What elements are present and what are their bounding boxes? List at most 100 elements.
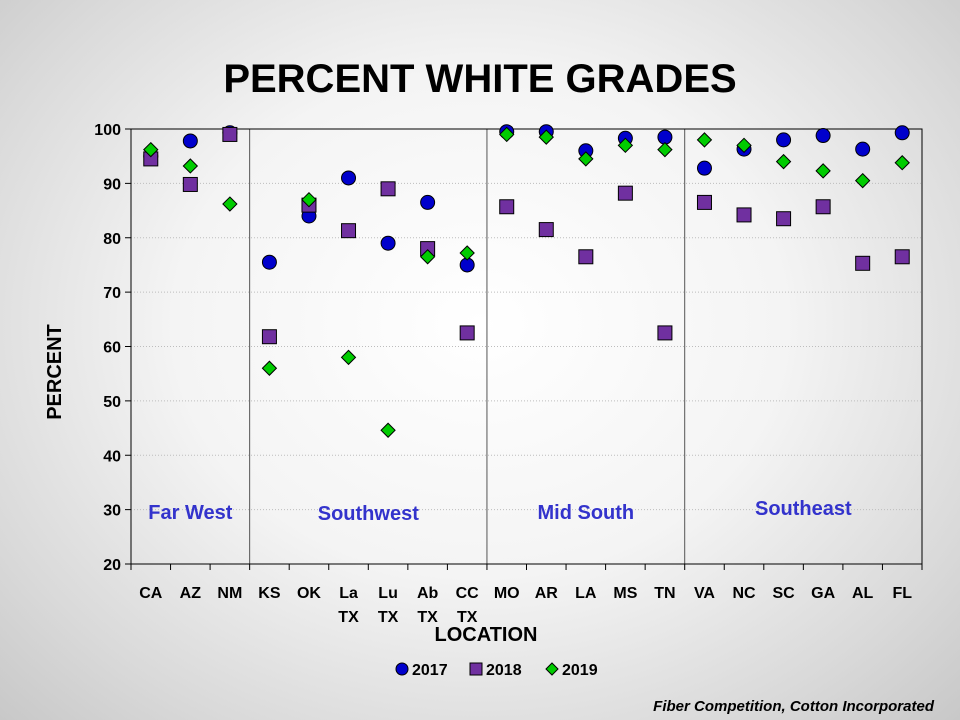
x-tick-label: NM xyxy=(217,585,242,602)
point-2018 xyxy=(894,249,910,265)
point-2019 xyxy=(736,137,752,154)
y-axis: 20 30 40 50 60 70 80 90 100 xyxy=(94,122,131,574)
legend-label: 2019 xyxy=(562,662,598,679)
y-tick-label: 70 xyxy=(103,285,121,302)
x-tick-label: AZ xyxy=(180,585,202,602)
y-tick-label: 100 xyxy=(94,122,121,139)
point-2018 xyxy=(855,255,871,271)
source-credit: Fiber Competition, Cotton Incorporated xyxy=(653,698,935,715)
y-tick-label: 80 xyxy=(103,231,121,248)
x-tick-label: KS xyxy=(258,585,281,602)
point-2019 xyxy=(538,129,554,145)
point-2019 xyxy=(894,155,910,171)
point-2019 xyxy=(775,153,792,170)
x-tick-label: CC xyxy=(456,585,480,602)
y-tick-label: 20 xyxy=(103,557,121,574)
point-2018 xyxy=(617,185,633,201)
legend: 2017 2018 2019 xyxy=(395,662,598,679)
point-2019 xyxy=(696,132,713,148)
region-labels: Far West Southwest Mid South Southeast xyxy=(148,498,852,525)
x-tick-label: AR xyxy=(535,585,559,602)
point-2018 xyxy=(261,329,277,345)
x-axis: CA AZ NM KS OK La TX Lu TX Ab TX CC TX MO AR LA MS TN VA NC… xyxy=(130,564,923,626)
legend-label: 2018 xyxy=(486,662,522,679)
x-tick-label: TX xyxy=(417,609,438,626)
x-tick-label: TN xyxy=(654,585,675,602)
point-2017 xyxy=(696,160,712,176)
point-2019 xyxy=(222,196,238,212)
point-2019 xyxy=(617,137,634,154)
legend-item-2017: 2017 xyxy=(395,662,448,679)
point-2017 xyxy=(341,170,357,186)
point-2017 xyxy=(894,125,910,141)
point-2017 xyxy=(182,133,198,149)
legend-marker-2018 xyxy=(469,662,483,676)
point-2018 xyxy=(222,126,238,142)
point-2017 xyxy=(420,194,436,210)
x-tick-label: VA xyxy=(694,585,715,602)
x-tick-label: TX xyxy=(338,609,359,626)
point-2018 xyxy=(815,199,831,215)
point-2018 xyxy=(380,181,396,197)
point-2017 xyxy=(380,235,396,251)
x-tick-label: Ab xyxy=(417,585,439,602)
region-label: Mid South xyxy=(538,502,635,524)
point-2019 xyxy=(578,151,594,167)
region-dividers xyxy=(249,129,686,564)
legend-marker-2017 xyxy=(395,662,409,676)
series-2019 xyxy=(143,126,910,438)
point-2019 xyxy=(182,158,199,174)
y-tick-label: 30 xyxy=(103,503,121,520)
point-2017 xyxy=(261,254,277,270)
x-tick-label: FL xyxy=(892,585,912,602)
series-2018 xyxy=(143,126,910,345)
legend-marker-2019 xyxy=(545,662,559,676)
data-points xyxy=(143,124,910,438)
y-tick-label: 50 xyxy=(103,394,121,411)
point-2019 xyxy=(657,141,673,158)
point-2017 xyxy=(776,132,792,148)
point-2019 xyxy=(459,245,475,261)
x-tick-label: MO xyxy=(494,585,520,602)
region-label: Southeast xyxy=(755,498,852,520)
region-label: Far West xyxy=(148,502,232,524)
x-tick-label: GA xyxy=(811,585,835,602)
x-tick-label: MS xyxy=(613,585,637,602)
x-axis-label: LOCATION xyxy=(435,624,538,646)
point-2019 xyxy=(499,126,515,143)
x-tick-label: CA xyxy=(139,585,163,602)
point-2019 xyxy=(854,172,871,189)
x-tick-label: LA xyxy=(575,585,597,602)
x-tick-label: NC xyxy=(732,585,756,602)
y-tick-label: 40 xyxy=(103,448,121,465)
point-2018 xyxy=(657,325,673,341)
point-2018 xyxy=(341,223,357,239)
point-2018 xyxy=(538,222,554,238)
legend-label: 2017 xyxy=(412,662,448,679)
point-2019 xyxy=(261,360,278,376)
x-tick-label: SC xyxy=(772,585,795,602)
x-tick-label: La xyxy=(339,585,358,602)
legend-item-2019: 2019 xyxy=(545,662,598,679)
point-2017 xyxy=(815,128,831,144)
x-tick-label: OK xyxy=(297,585,321,602)
point-2019 xyxy=(380,422,396,438)
point-2019 xyxy=(419,249,436,265)
point-2019 xyxy=(143,141,159,158)
region-label: Southwest xyxy=(318,503,419,525)
y-tick-label: 60 xyxy=(103,340,121,357)
point-2018 xyxy=(499,199,515,215)
legend-item-2018: 2018 xyxy=(469,662,522,679)
point-2019 xyxy=(340,349,357,366)
point-2018 xyxy=(736,207,752,223)
x-tick-label: TX xyxy=(378,609,399,626)
y-axis-label: PERCENT xyxy=(44,324,66,420)
point-2018 xyxy=(776,211,792,227)
chart-title: PERCENT WHITE GRADES xyxy=(223,57,736,101)
point-2018 xyxy=(578,249,594,265)
point-2017 xyxy=(855,141,871,157)
x-tick-label: AL xyxy=(852,585,874,602)
point-2019 xyxy=(301,191,317,208)
x-tick-label: Lu xyxy=(378,585,398,602)
